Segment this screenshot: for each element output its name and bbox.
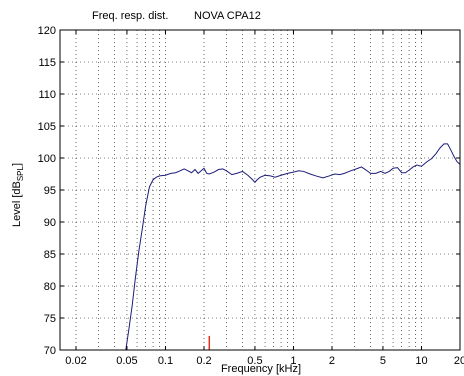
y-tick-label: 100 — [38, 153, 56, 165]
y-tick-label: 80 — [44, 281, 56, 293]
y-tick-label: 75 — [44, 313, 56, 325]
x-tick-label: 20 — [454, 355, 464, 367]
x-tick-label: 0.2 — [196, 355, 211, 367]
x-tick-labels: 0.02 0.05 0.1 0.2 0.5 1 2 5 10 20 — [65, 355, 464, 367]
y-axis-label-sub: SPL — [16, 165, 25, 181]
x-tick-label: 0.05 — [116, 355, 137, 367]
x-tick-label: 5 — [380, 355, 386, 367]
y-tick-label: 105 — [38, 121, 56, 133]
y-tick-label: 110 — [38, 89, 56, 101]
y-tick-label: 85 — [44, 249, 56, 261]
y-axis-label-main: Level [dB — [11, 181, 23, 227]
x-axis-label: Frequency [kHz] — [221, 363, 301, 375]
series-line — [125, 143, 461, 351]
chart-title-right: NOVA CPA12 — [194, 10, 261, 22]
y-tick-label: 95 — [44, 185, 56, 197]
y-tick-label: 120 — [38, 25, 56, 37]
y-tick-label: 115 — [38, 57, 56, 69]
y-axis-label-end: ] — [11, 163, 23, 166]
x-tick-label: 0.5 — [247, 355, 262, 367]
chart-title-left: Freq. resp. dist. — [92, 10, 168, 22]
y-tick-label: 70 — [44, 345, 56, 357]
y-tick-labels: 70 75 80 85 90 95 100 105 110 115 120 — [38, 25, 56, 357]
y-tick-label: 90 — [44, 217, 56, 229]
x-tick-label: 10 — [415, 355, 427, 367]
x-tick-label: 1 — [290, 355, 296, 367]
x-tick-label: 2 — [329, 355, 335, 367]
x-tick-label: 0.1 — [158, 355, 173, 367]
y-axis-label: Level [dBSPL] — [11, 163, 25, 227]
x-tick-label: 0.02 — [65, 355, 86, 367]
grid — [60, 30, 460, 350]
tick-marks — [60, 29, 461, 351]
